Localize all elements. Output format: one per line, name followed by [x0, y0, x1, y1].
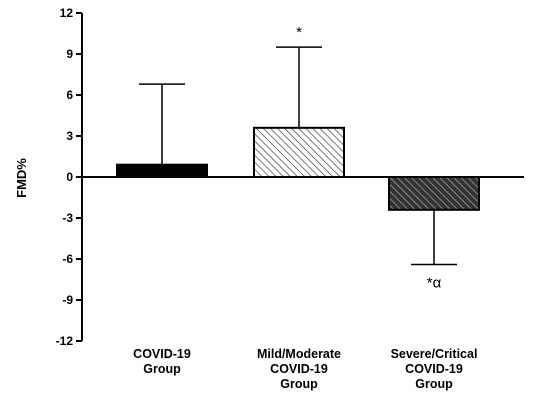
category-label: COVID-19: [405, 362, 463, 376]
category-label: Mild/Moderate: [257, 347, 341, 361]
y-tick-label: -9: [62, 293, 73, 307]
error-bars: [139, 46, 457, 266]
y-tick-label: 3: [66, 129, 73, 143]
category-label: Group: [415, 377, 453, 391]
significance-marker: *: [296, 24, 302, 41]
y-axis: 12 9 6 3 0 -3 -6 -9 -12: [56, 6, 83, 348]
y-axis-label: FMD%: [14, 158, 29, 198]
category-labels: COVID-19GroupMild/ModerateCOVID-19GroupS…: [133, 347, 477, 391]
category-label: Group: [280, 377, 318, 391]
annotations: * *α: [296, 24, 442, 291]
category-label: Group: [143, 362, 181, 376]
y-tick-label: 0: [66, 170, 73, 184]
y-tick-label: -3: [62, 211, 73, 225]
y-tick-label: 12: [60, 6, 74, 20]
y-tick-label: 6: [66, 88, 73, 102]
y-tick-label: -6: [62, 252, 73, 266]
y-tick-label: -12: [56, 334, 74, 348]
category-label: Severe/Critical: [391, 347, 478, 361]
bar: [253, 126, 345, 179]
category-label: COVID-19: [270, 362, 328, 376]
bar: [388, 176, 480, 211]
y-tick-label: 9: [66, 47, 73, 61]
bar: [116, 163, 208, 178]
bars: [116, 126, 480, 211]
category-label: COVID-19: [133, 347, 191, 361]
significance-marker: *α: [427, 274, 442, 291]
